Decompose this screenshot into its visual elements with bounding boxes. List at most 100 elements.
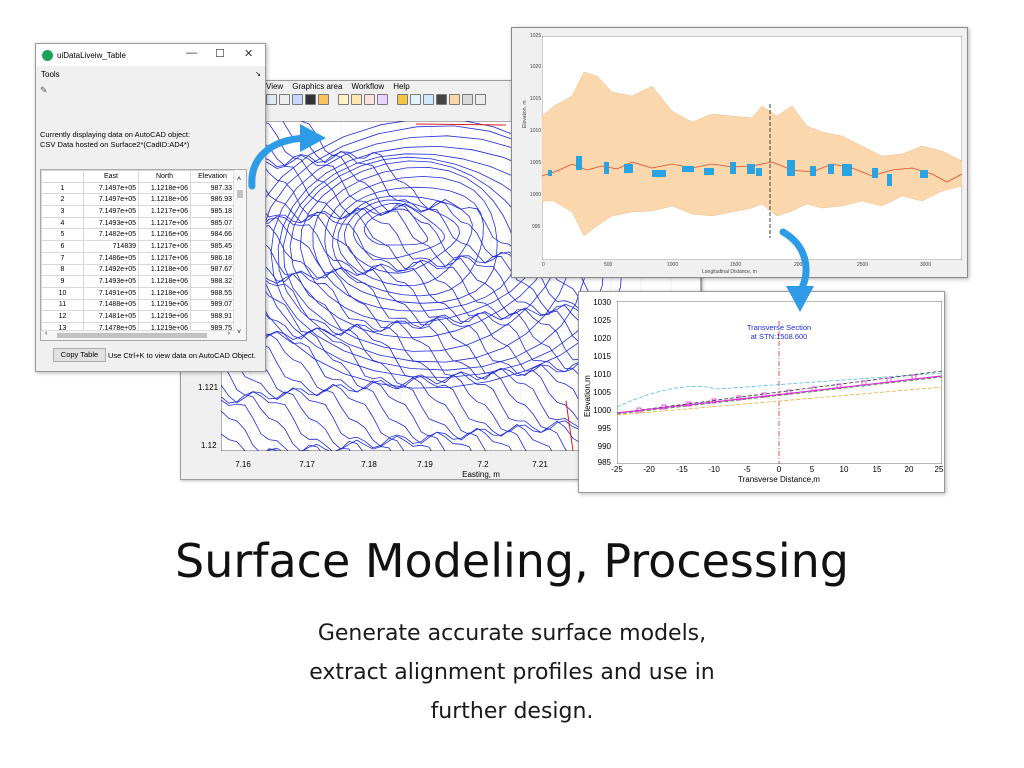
table-row[interactable]: 1 7.1497e+05 1.1218e+06 987.33 (41, 181, 235, 195)
table-row[interactable]: 5 7.1482e+05 1.1216e+06 984.66 (41, 228, 235, 242)
expand-arrow-icon[interactable]: ↘ (255, 71, 261, 78)
row-index-cell[interactable]: 4 (41, 216, 84, 230)
scroll-right-icon[interactable]: › (227, 330, 230, 337)
target-icon[interactable] (436, 94, 447, 105)
export-icon[interactable] (364, 94, 375, 105)
elevation-cell[interactable]: 985.07 (190, 216, 235, 230)
table-row[interactable]: 7 7.1486e+05 1.1217e+06 986.18 (41, 251, 235, 265)
north-cell[interactable]: 1.1217e+06 (138, 251, 191, 265)
data-grid[interactable]: East North Elevation 1 7.1497e+05 1.1218e+… (40, 169, 247, 341)
transverse-plot[interactable]: Transverse Section at STN:1508.600 (617, 301, 942, 464)
column-header-east[interactable]: East (83, 170, 139, 183)
elevation-cell[interactable]: 986.18 (190, 251, 235, 265)
chart-profile-icon[interactable] (351, 94, 362, 105)
table-row[interactable]: 11 7.1488e+05 1.1219e+06 989.07 (41, 298, 235, 312)
zoom-icon[interactable] (305, 94, 316, 105)
elevation-cell[interactable]: 985.45 (190, 240, 235, 253)
row-index-cell[interactable]: 3 (41, 205, 84, 218)
row-index-cell[interactable]: 6 (41, 240, 84, 253)
row-index-cell[interactable]: 5 (41, 228, 84, 242)
elevation-cell[interactable]: 984.66 (190, 228, 235, 242)
layers-icon[interactable] (462, 94, 473, 105)
north-cell[interactable]: 1.1217e+06 (138, 240, 191, 253)
horizontal-scrollbar[interactable]: ‹ › (41, 330, 234, 340)
north-cell[interactable]: 1.1218e+06 (138, 263, 191, 277)
table-icon[interactable] (279, 94, 290, 105)
row-index-cell[interactable]: 12 (41, 310, 84, 323)
settings-icon[interactable] (475, 94, 486, 105)
chart-line-icon[interactable] (338, 94, 349, 105)
east-cell[interactable]: 7.1486e+05 (83, 251, 139, 265)
column-header-north[interactable]: North (138, 170, 191, 183)
elevation-cell[interactable]: 988.55 (190, 286, 235, 300)
east-cell[interactable]: 7.1481e+05 (83, 310, 139, 323)
column-header-elevation[interactable]: Elevation (190, 170, 235, 183)
elevation-cell[interactable]: 987.33 (190, 181, 235, 195)
section-icon[interactable] (410, 94, 421, 105)
close-icon[interactable]: ✕ (244, 48, 254, 60)
east-cell[interactable]: 714839 (83, 240, 139, 253)
north-cell[interactable]: 1.1217e+06 (138, 216, 191, 230)
measure-icon[interactable] (397, 94, 408, 105)
menu-graphics-area[interactable]: Graphics area (292, 82, 343, 91)
row-index-cell[interactable]: 1 (41, 181, 84, 195)
elevation-cell[interactable]: 989.07 (190, 298, 235, 312)
elevation-cell[interactable]: 985.18 (190, 205, 235, 218)
title-bar[interactable]: uiDataLiveiw_Table — ☐ ✕ (36, 44, 265, 66)
row-index-cell[interactable]: 8 (41, 263, 84, 277)
pencil-icon[interactable]: ✎ (40, 85, 48, 95)
table-row[interactable]: 3 7.1497e+05 1.1217e+06 985.18 (41, 205, 235, 218)
east-cell[interactable]: 7.1482e+05 (83, 228, 139, 242)
north-cell[interactable]: 1.1216e+06 (138, 228, 191, 242)
copy-table-button[interactable]: Copy Table (53, 348, 106, 362)
scroll-up-icon[interactable]: ˄ (237, 176, 242, 183)
north-cell[interactable]: 1.1217e+06 (138, 205, 191, 218)
menu-workflow[interactable]: Workflow (351, 82, 385, 91)
menu-help[interactable]: Help (393, 82, 410, 91)
rotate-icon[interactable] (318, 94, 329, 105)
elevation-cell[interactable]: 987.67 (190, 263, 235, 277)
north-cell[interactable]: 1.1219e+06 (138, 310, 191, 323)
scroll-thumb[interactable] (237, 190, 243, 198)
row-index-cell[interactable]: 7 (41, 251, 84, 265)
vertical-scrollbar[interactable]: ˄ ˅ (233, 170, 246, 340)
minimize-icon[interactable]: — (186, 47, 197, 59)
east-cell[interactable]: 7.1497e+05 (83, 193, 139, 207)
maximize-icon[interactable]: ☐ (215, 48, 225, 60)
row-index-cell[interactable]: 9 (41, 275, 84, 288)
table-row[interactable]: 2 7.1497e+05 1.1218e+06 986.93 (41, 193, 235, 207)
grid-toggle-icon[interactable] (292, 94, 303, 105)
table-row[interactable]: 8 7.1492e+05 1.1218e+06 987.67 (41, 263, 235, 277)
row-index-cell[interactable]: 10 (41, 286, 84, 300)
table-row[interactable]: 4 7.1493e+05 1.1217e+06 985.07 (41, 216, 235, 230)
scroll-down-icon[interactable]: ˅ (237, 329, 242, 336)
rainbow-icon[interactable] (449, 94, 460, 105)
north-cell[interactable]: 1.1218e+06 (138, 181, 191, 195)
east-cell[interactable]: 7.1497e+05 (83, 205, 139, 218)
row-index-cell[interactable]: 2 (41, 193, 84, 207)
grid-icon[interactable] (266, 94, 277, 105)
table-row[interactable]: 10 7.1491e+05 1.1218e+06 988.55 (41, 286, 235, 300)
east-cell[interactable]: 7.1493e+05 (83, 216, 139, 230)
elevation-cell[interactable]: 988.32 (190, 275, 235, 288)
east-cell[interactable]: 7.1491e+05 (83, 286, 139, 300)
north-cell[interactable]: 1.1218e+06 (138, 275, 191, 288)
east-cell[interactable]: 7.1488e+05 (83, 298, 139, 312)
pointer-icon[interactable] (423, 94, 434, 105)
east-cell[interactable]: 7.1497e+05 (83, 181, 139, 195)
chart-bar-icon[interactable] (377, 94, 388, 105)
menu-tools[interactable]: Tools (41, 70, 60, 79)
table-row[interactable]: 6 714839 1.1217e+06 985.45 (41, 240, 235, 253)
row-index-cell[interactable]: 11 (41, 298, 84, 312)
scroll-left-icon[interactable]: ‹ (45, 330, 48, 337)
h-scroll-thumb[interactable] (57, 333, 207, 338)
north-cell[interactable]: 1.1218e+06 (138, 193, 191, 207)
north-cell[interactable]: 1.1219e+06 (138, 298, 191, 312)
elevation-cell[interactable]: 986.93 (190, 193, 235, 207)
east-cell[interactable]: 7.1493e+05 (83, 275, 139, 288)
north-cell[interactable]: 1.1218e+06 (138, 286, 191, 300)
table-row[interactable]: 12 7.1481e+05 1.1219e+06 988.91 (41, 310, 235, 323)
table-row[interactable]: 9 7.1493e+05 1.1218e+06 988.32 (41, 275, 235, 288)
long-profile-plot[interactable] (542, 36, 962, 260)
menu-view[interactable]: View (266, 82, 284, 91)
